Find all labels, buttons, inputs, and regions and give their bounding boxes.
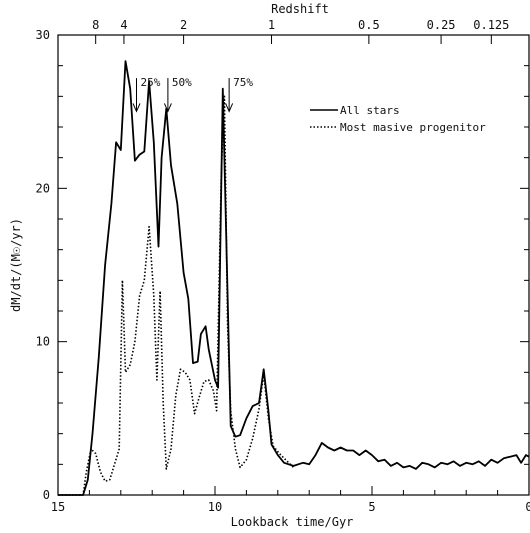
x-tick-label: 0	[525, 500, 530, 514]
annotation-arrow-head	[132, 103, 141, 113]
redshift-tick-label: 2	[180, 18, 187, 32]
annotation-label: 50%	[172, 76, 192, 89]
redshift-tick-label: 0.125	[473, 18, 509, 32]
legend-label-all-stars: All stars	[340, 104, 400, 117]
annotation-label: 25%	[141, 76, 161, 89]
annotation-label: 75%	[233, 76, 253, 89]
annotation-arrow-head	[225, 103, 234, 113]
plot-frame	[57, 34, 530, 496]
series-line-all-stars	[58, 60, 530, 496]
y-tick-label: 30	[36, 28, 50, 42]
redshift-axis-ticks: 8 4 2 1 0.5 0.25 0.125	[92, 18, 509, 44]
redshift-tick-label: 8	[92, 18, 99, 32]
series-group	[58, 60, 530, 496]
redshift-tick-label: 0.25	[427, 18, 456, 32]
redshift-tick-label: 0.5	[358, 18, 380, 32]
x-axis-label: Lookback time/Gyr	[231, 515, 354, 529]
y-tick-label: 10	[36, 335, 50, 349]
legend-label-most-massive-progenitor: Most masive progenitor	[340, 121, 486, 134]
annotation-arrow-head	[163, 103, 172, 113]
top-axis-label: Redshift	[271, 2, 329, 16]
series-line-most-massive-progenitor	[58, 95, 295, 496]
y-tick-label: 0	[43, 488, 50, 502]
redshift-tick-label: 1	[268, 18, 275, 32]
redshift-tick-label: 4	[120, 18, 127, 32]
y-axis-ticks: 0 10 20 30	[36, 28, 529, 502]
legend: All stars Most masive progenitor	[310, 104, 486, 134]
annotations: 25% 50% 75%	[132, 76, 253, 113]
x-axis-ticks: 15 10 5 0	[51, 486, 530, 514]
x-tick-label: 10	[208, 500, 222, 514]
x-tick-label: 5	[368, 500, 375, 514]
y-tick-label: 20	[36, 181, 50, 195]
y-axis-label: dM/dt/(M☉/yr)	[9, 218, 23, 312]
x-tick-label: 15	[51, 500, 65, 514]
plot-border	[57, 34, 530, 496]
